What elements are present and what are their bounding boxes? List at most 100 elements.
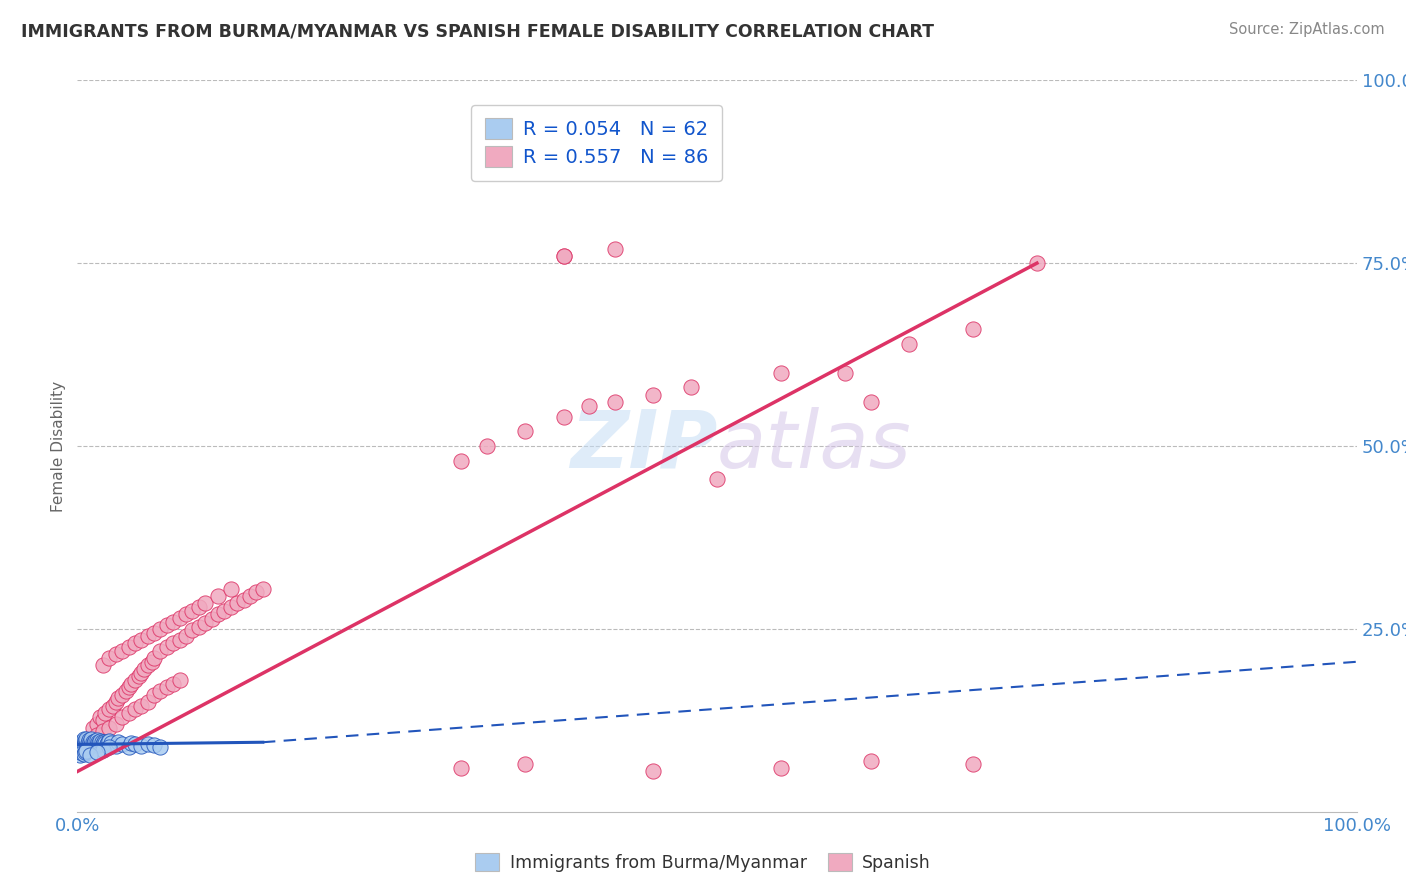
Point — [84, 738, 107, 752]
Point — [79, 735, 101, 749]
Y-axis label: Female Disability: Female Disability — [51, 380, 66, 512]
Point — [82, 734, 104, 748]
Point — [124, 636, 146, 650]
Point — [156, 618, 179, 632]
Point — [681, 380, 703, 394]
Point — [1026, 256, 1049, 270]
Point — [80, 732, 103, 747]
Point — [219, 599, 242, 614]
Point — [98, 740, 121, 755]
Point — [86, 737, 108, 751]
Text: atlas: atlas — [717, 407, 912, 485]
Point — [143, 688, 166, 702]
Point — [603, 242, 626, 256]
Text: ZIP: ZIP — [569, 407, 717, 485]
Point — [129, 665, 153, 680]
Point — [962, 757, 984, 772]
Point — [97, 735, 120, 749]
Point — [156, 640, 179, 655]
Point — [450, 453, 472, 467]
Text: IMMIGRANTS FROM BURMA/MYANMAR VS SPANISH FEMALE DISABILITY CORRELATION CHART: IMMIGRANTS FROM BURMA/MYANMAR VS SPANISH… — [21, 22, 934, 40]
Point — [87, 736, 110, 750]
Point — [91, 714, 114, 728]
Point — [75, 731, 97, 746]
Point — [91, 742, 114, 756]
Point — [82, 721, 104, 735]
Point — [73, 733, 96, 747]
Point — [100, 736, 122, 750]
Point — [149, 739, 172, 754]
Point — [117, 681, 139, 695]
Point — [73, 739, 96, 754]
Point — [169, 611, 191, 625]
Point — [117, 640, 139, 655]
Point — [91, 737, 114, 751]
Point — [73, 736, 96, 750]
Point — [79, 739, 101, 753]
Point — [73, 741, 96, 756]
Point — [98, 733, 121, 747]
Point — [252, 582, 274, 596]
Point — [120, 736, 142, 750]
Point — [194, 596, 217, 610]
Point — [120, 676, 142, 690]
Point — [87, 738, 110, 752]
Point — [94, 736, 117, 750]
Point — [94, 706, 117, 720]
Point — [70, 745, 93, 759]
Point — [73, 747, 96, 761]
Point — [770, 366, 793, 380]
Point — [174, 629, 197, 643]
Point — [101, 698, 124, 713]
Point — [141, 655, 163, 669]
Point — [149, 684, 172, 698]
Point — [111, 688, 134, 702]
Point — [603, 395, 626, 409]
Point — [239, 589, 262, 603]
Point — [80, 737, 103, 751]
Point — [104, 648, 127, 662]
Point — [181, 624, 204, 638]
Point — [115, 684, 138, 698]
Point — [86, 733, 108, 747]
Point — [89, 738, 111, 752]
Point — [98, 702, 121, 716]
Point — [162, 676, 184, 690]
Point — [201, 612, 224, 626]
Point — [143, 625, 166, 640]
Point — [75, 734, 97, 748]
Point — [73, 746, 96, 760]
Point — [70, 735, 93, 749]
Point — [124, 673, 146, 687]
Point — [73, 737, 96, 751]
Point — [111, 644, 134, 658]
Point — [73, 746, 96, 760]
Point — [515, 757, 537, 772]
Point — [129, 632, 153, 647]
Point — [93, 734, 115, 748]
Point — [128, 669, 150, 683]
Point — [70, 739, 93, 753]
Point — [136, 737, 159, 751]
Point — [149, 644, 172, 658]
Point — [86, 717, 108, 731]
Point — [86, 728, 108, 742]
Point — [149, 622, 172, 636]
Point — [156, 681, 179, 695]
Point — [194, 615, 217, 630]
Point — [129, 739, 153, 753]
Legend: R = 0.054   N = 62, R = 0.557   N = 86: R = 0.054 N = 62, R = 0.557 N = 86 — [471, 104, 723, 181]
Point — [104, 695, 127, 709]
Point — [72, 740, 94, 755]
Point — [87, 734, 110, 748]
Point — [76, 735, 98, 749]
Point — [77, 733, 100, 747]
Point — [69, 742, 91, 756]
Point — [76, 740, 98, 755]
Point — [90, 735, 112, 749]
Point — [232, 592, 254, 607]
Point — [214, 603, 236, 617]
Point — [124, 702, 146, 716]
Point — [136, 695, 159, 709]
Point — [124, 738, 146, 752]
